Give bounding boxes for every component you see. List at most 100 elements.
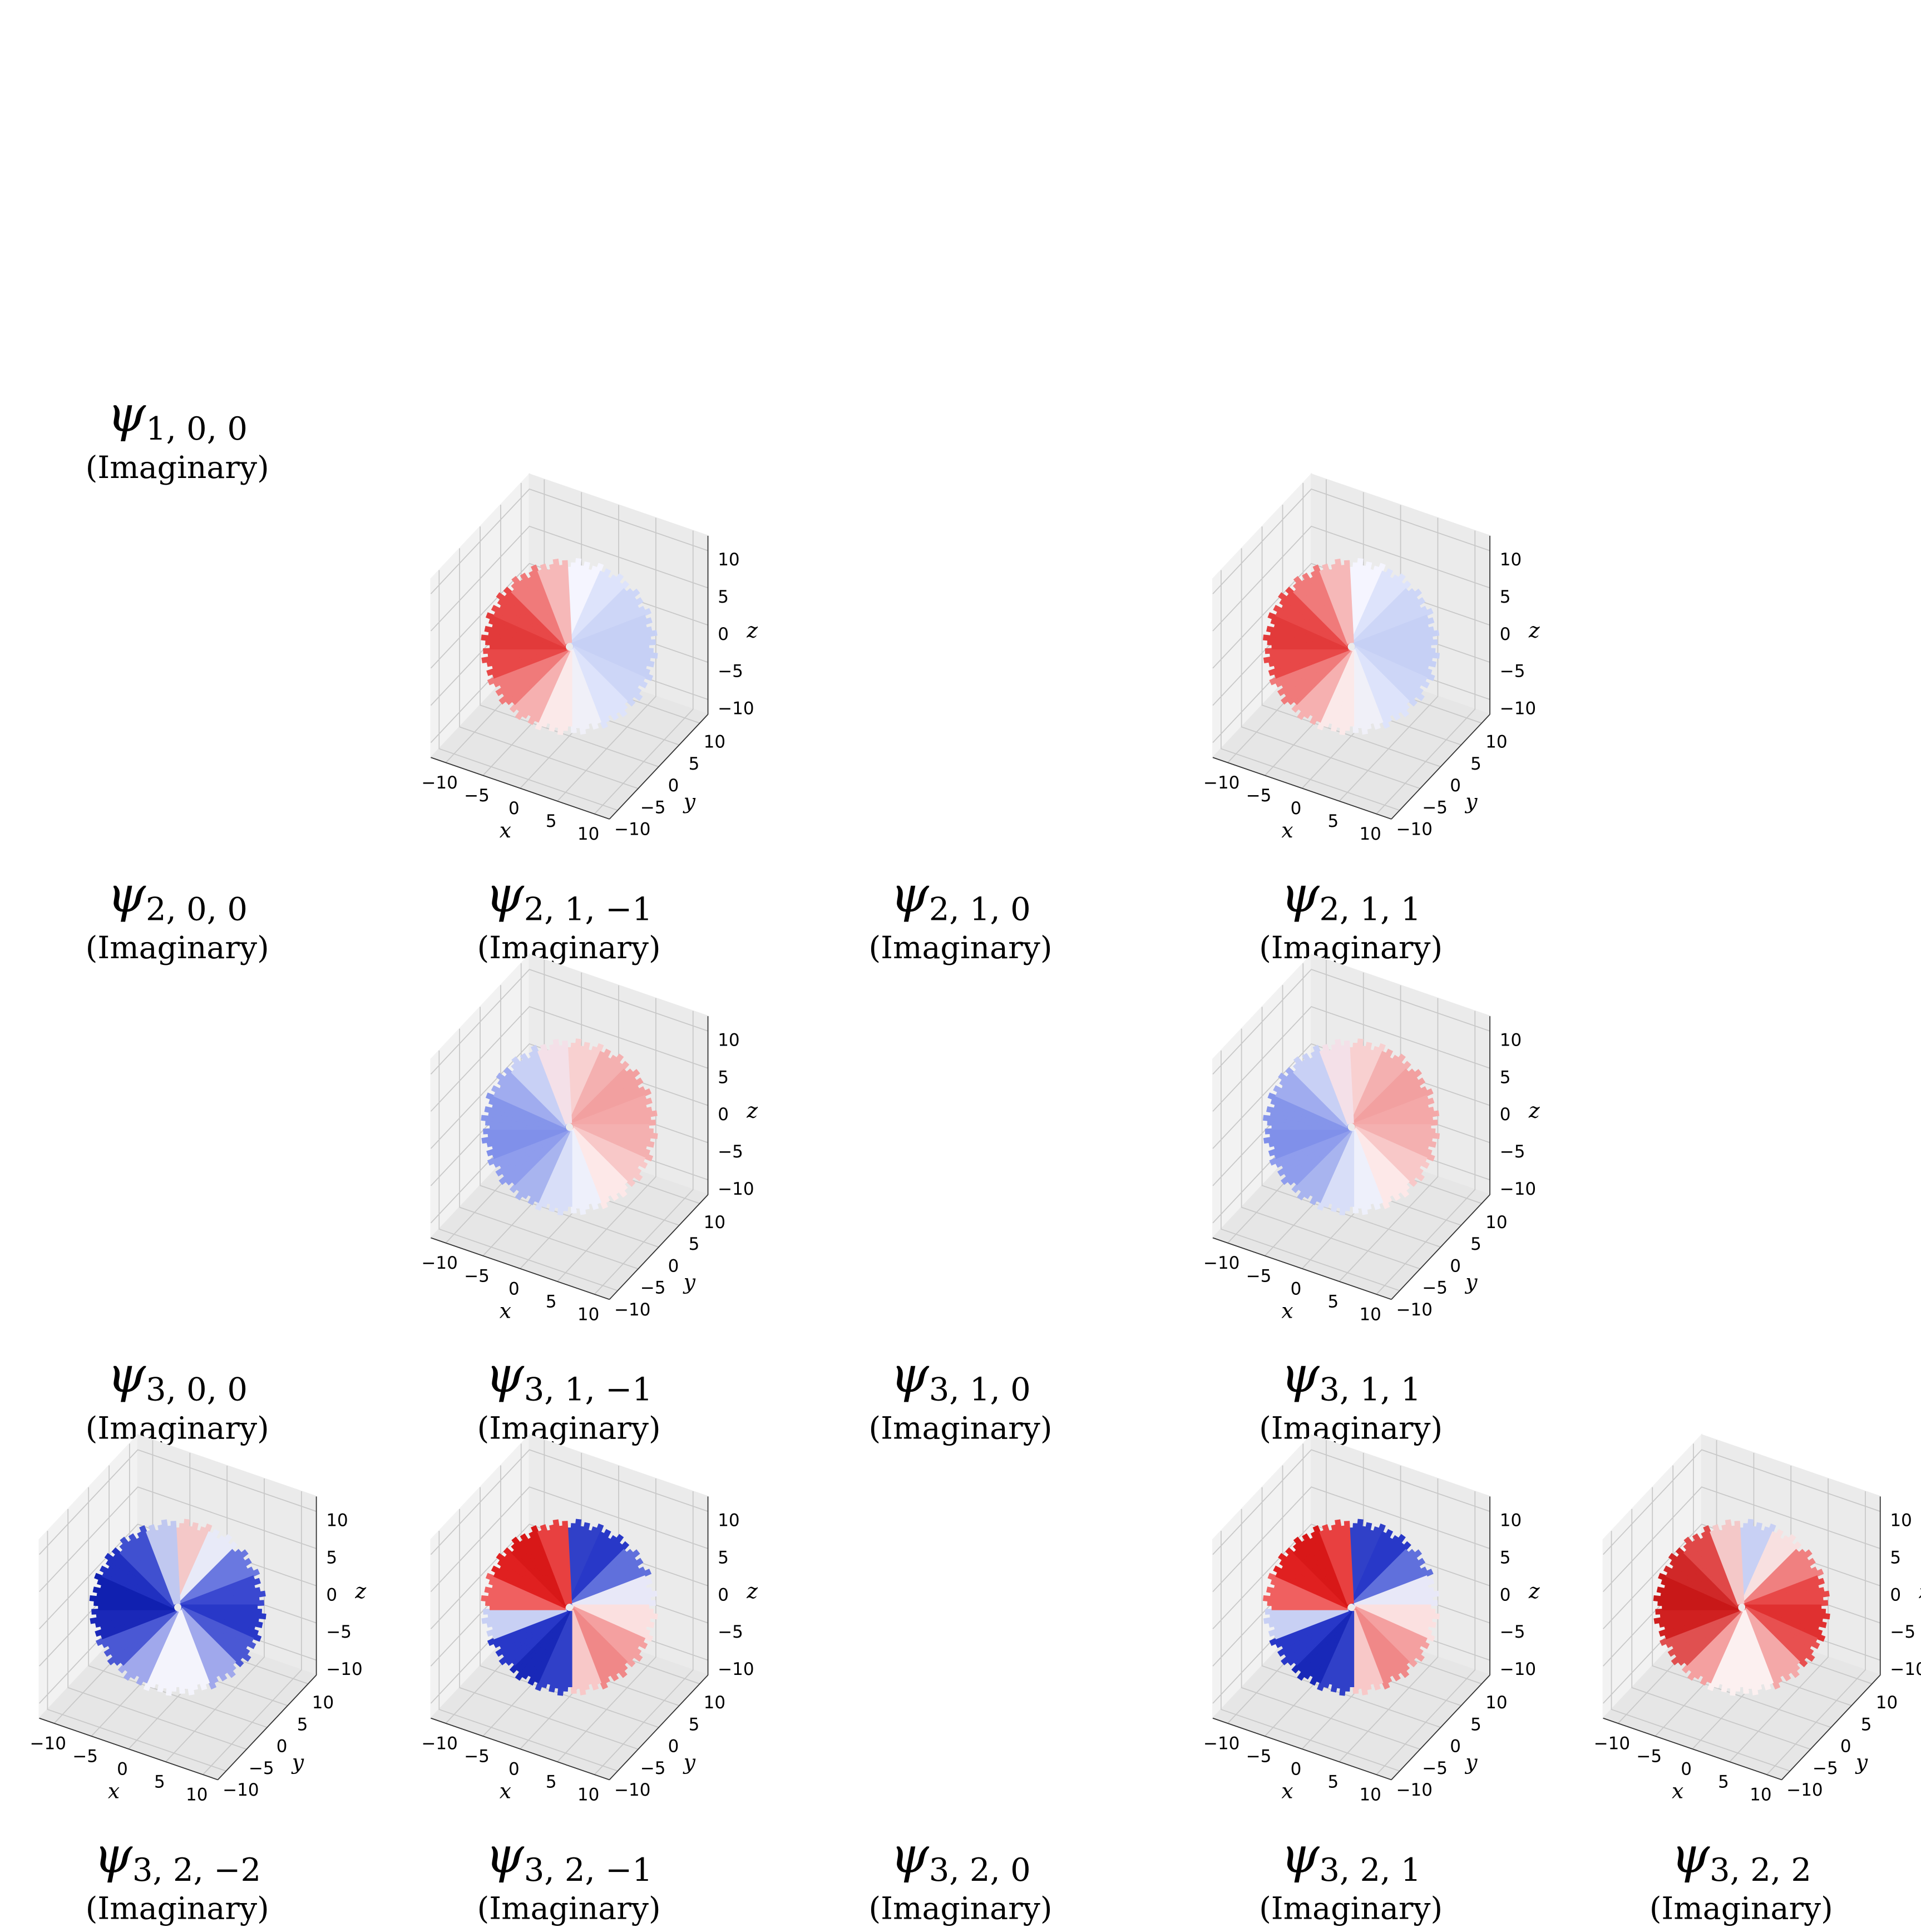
spike [562,1040,572,1123]
panel-title: ψ3, 2, −2 [93,1826,261,1888]
x-tick-label: 10 [577,1785,599,1805]
title-part: (Imaginary) [86,450,269,486]
x-tick-label: 0 [1681,1759,1692,1780]
x-tick-label: 5 [546,811,557,831]
panel-title: ψ3, 2, 0 [890,1826,1030,1888]
grid-line [1376,530,1476,815]
grid-line [38,1449,317,1555]
title-part: (Imaginary) [869,1411,1053,1446]
grid-line [1652,1487,1831,1728]
y-tick-label: 0 [1450,1256,1461,1276]
y-tick-label: −10 [1396,820,1433,840]
title-subscript: 2, 1, 0 [929,890,1031,928]
z-tick-label: 10 [1500,1511,1522,1531]
grid-line [1212,563,1490,669]
x-tick-label: −5 [464,1266,490,1286]
z-tick-label: −5 [1500,1622,1525,1642]
title-subscript: 3, 1, 0 [929,1371,1031,1408]
grid-line [67,1509,247,1750]
z-axis-label: z [1528,1098,1540,1123]
grid-line [430,1524,708,1629]
spike [562,1521,572,1604]
grid-line [1212,1524,1490,1629]
x-axis-label: x [500,818,511,842]
grid-line [557,518,656,802]
spike [1344,1521,1354,1604]
z-tick-label: −5 [1500,662,1525,682]
y-tick-label: −5 [1422,1278,1448,1298]
y-tick-label: −5 [1422,797,1448,817]
grid-line [1339,998,1439,1282]
x-axis-label: x [1281,1298,1293,1323]
grid-line [1603,1524,1881,1629]
x-tick-label: 10 [186,1785,208,1805]
panel: ψ3, 1, 0(Imaginary) [869,1346,1053,1446]
x-axis-line [431,757,610,820]
title-symbol: ψ [890,866,930,923]
title-symbol: ψ [485,866,525,923]
y-tick-label: −5 [640,1278,666,1298]
x-tick-label: 0 [1291,799,1302,819]
y-tick-label: 0 [668,1737,679,1757]
x-tick-label: 5 [154,1772,165,1792]
x-tick-label: −5 [1246,1266,1272,1286]
z-tick-label: −10 [326,1659,362,1679]
z-tick-label: −5 [718,662,743,682]
grid-line [459,548,639,789]
y-tick-label: −5 [1813,1758,1838,1778]
x-tick-label: −5 [1246,786,1272,806]
y-tick-label: 10 [1485,1693,1507,1713]
title-subscript: 3, 0, 0 [146,1371,248,1408]
x-axis-line [431,1717,610,1781]
spike [1734,1521,1745,1604]
x-tick-label: 0 [1291,1759,1302,1780]
panel: ψ2, 0, 0(Imaginary) [86,866,269,966]
z-axis-label: z [746,1579,758,1603]
x-tick-label: −5 [72,1747,98,1767]
z-tick-label: −10 [1500,1659,1536,1679]
grid-line [1212,525,1490,632]
x-axis-label: x [108,1779,120,1803]
title-subscript: 3, 2, −2 [132,1851,261,1889]
title-symbol: ψ [890,1346,930,1403]
grid-line [430,1486,708,1593]
spike [1344,560,1354,643]
title-symbol: ψ [1281,1346,1320,1403]
title-symbol: ψ [107,1346,147,1403]
z-tick-label: 10 [718,1030,739,1050]
grid-line [430,563,708,669]
x-axis-line [431,1237,610,1300]
title-symbol: ψ [890,1826,930,1884]
x-axis-label: x [1281,1779,1293,1803]
y-axis-line [1391,1194,1490,1300]
y-axis-line [609,1674,709,1781]
panel: ψ3, 0, 0(Imaginary) [86,1346,269,1446]
z-tick-label: −5 [718,1142,743,1162]
z-tick-label: −5 [1500,1142,1525,1162]
grid-line [1220,1050,1400,1292]
title-part: (Imaginary) [86,1411,269,1446]
panel-title: ψ2, 1, −1 [485,866,653,928]
grid-line [38,1486,317,1593]
z-tick-label: 5 [718,1547,729,1568]
grid-line [1376,1011,1476,1295]
title-subscript: 2, 1, 1 [1319,890,1421,928]
panel: ψ3, 2, 2(Imaginary)−10−50510−10−50510−10… [1594,1433,1921,1927]
z-tick-label: 0 [1890,1585,1901,1605]
grid-line [1212,1449,1490,1555]
y-tick-label: 10 [1485,1213,1507,1233]
z-axis-label: z [746,618,758,642]
x-tick-label: 0 [508,1759,520,1780]
grid-line [1261,526,1441,767]
y-tick-label: −5 [249,1758,274,1778]
title-symbol: ψ [1281,866,1320,923]
grid-line [1339,1478,1439,1762]
y-tick-label: 10 [704,732,725,752]
title-part: (Imaginary) [477,1411,661,1446]
title-subscript: 3, 2, 0 [929,1851,1031,1889]
x-axis-label: x [500,1298,511,1323]
grid-line [459,1509,639,1750]
y-axis-label: y [683,789,696,814]
z-tick-label: 10 [1500,1030,1522,1050]
